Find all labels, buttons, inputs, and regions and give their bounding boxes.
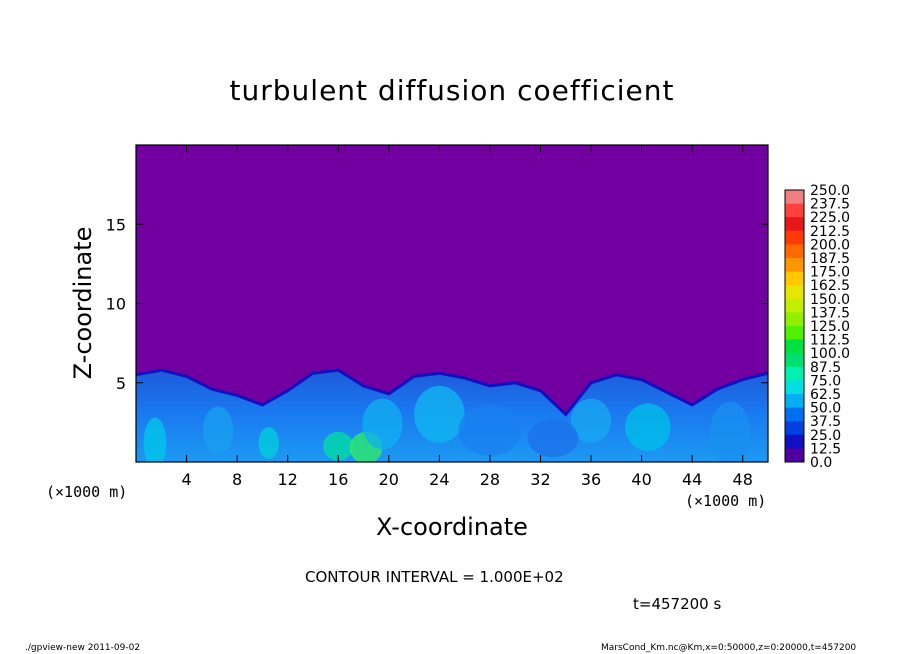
colorbar-level-label: 0.0 <box>810 455 832 471</box>
x-axis-label: X-coordinate <box>376 513 528 541</box>
colorbar-level-label: 75.0 <box>810 373 841 389</box>
colorbar-swatch <box>785 244 804 259</box>
colorbar-swatch <box>785 312 804 327</box>
colorbar-swatch <box>785 271 804 286</box>
contour-interval-text: CONTOUR INTERVAL = 1.000E+02 <box>305 568 564 586</box>
colorbar-level-label: 125.0 <box>810 319 850 335</box>
colorbar-level-label: 187.5 <box>810 251 850 267</box>
colorbar-swatch <box>785 217 804 232</box>
y-axis-label: Z-coordinate <box>69 226 97 380</box>
field-patch <box>414 385 465 443</box>
colorbar-level-label: 25.0 <box>810 428 841 444</box>
chart-title: turbulent diffusion coefficient <box>229 74 675 107</box>
colorbar-level-label: 225.0 <box>810 210 850 226</box>
colorbar-swatch <box>785 190 804 205</box>
x-tick-label: 28 <box>480 470 500 489</box>
footer-left-text: ./gpview-new 2011-09-02 <box>25 643 141 653</box>
colorbar-level-label: 175.0 <box>810 265 850 281</box>
x-tick-label: 44 <box>682 470 702 489</box>
colorbar-level-label: 250.0 <box>810 183 850 199</box>
y-tick-label: 10 <box>106 295 126 314</box>
colorbar-level-label: 212.5 <box>810 224 850 240</box>
colorbar-level-label: 237.5 <box>810 197 850 213</box>
field-patch <box>458 404 522 456</box>
x-tick-label: 36 <box>581 470 601 489</box>
field-patch <box>625 403 671 451</box>
x-tick-label: 20 <box>379 470 399 489</box>
y-unit-label: (×1000 m) <box>46 483 128 501</box>
colorbar-swatch <box>785 434 804 449</box>
colorbar-level-label: 162.5 <box>810 278 850 294</box>
colorbar-swatch <box>785 230 804 245</box>
x-tick-label: 16 <box>328 470 348 489</box>
colorbar-level-label: 62.5 <box>810 387 841 403</box>
x-tick-label: 24 <box>429 470 449 489</box>
colorbar-level-label: 12.5 <box>810 441 841 457</box>
footer-right-text: MarsCond_Km.nc@Km,x=0:50000,z=0:20000,t=… <box>601 643 857 653</box>
turbulent-layer-edge <box>136 368 768 417</box>
colorbar-swatch <box>785 421 804 436</box>
colorbar-level-label: 150.0 <box>810 292 850 308</box>
x-tick-label: 48 <box>733 470 753 489</box>
colorbar-swatch <box>785 448 804 463</box>
field-patch <box>323 431 354 461</box>
colorbar-swatch <box>785 285 804 300</box>
colorbar-level-label: 87.5 <box>810 360 841 376</box>
colorbar-frame <box>784 189 805 463</box>
field-patch <box>570 398 612 443</box>
x-axis: 4 8 12 16 20 24 28 32 36 40 44 48 <box>181 145 753 489</box>
colorbar-swatch <box>785 366 804 381</box>
colorbar-level-label: 100.0 <box>810 346 850 362</box>
colorbar-swatch <box>785 298 804 313</box>
colorbar-level-label: 200.0 <box>810 237 850 253</box>
field-patch <box>143 417 167 462</box>
x-tick-label: 12 <box>278 470 298 489</box>
colorbar-swatch <box>785 407 804 422</box>
field-patch <box>709 401 751 462</box>
colorbar-swatch <box>785 339 804 354</box>
field-patch <box>202 406 234 455</box>
time-stamp-text: t=457200 s <box>633 595 722 613</box>
colorbar-level-label: 137.5 <box>810 305 850 321</box>
colorbar-level-label: 50.0 <box>810 401 841 417</box>
colorbar-swatch <box>785 258 804 273</box>
colorbar-level-label: 37.5 <box>810 414 841 430</box>
colorbar-swatch <box>785 326 804 341</box>
colorbar-swatch <box>785 353 804 368</box>
x-tick-label: 32 <box>530 470 550 489</box>
x-tick-label: 8 <box>232 470 242 489</box>
colorbar-swatch <box>785 203 804 218</box>
field-patch <box>362 398 403 450</box>
y-tick-label: 15 <box>106 215 126 234</box>
turbulent-field <box>136 368 768 462</box>
colorbar-swatch <box>785 394 804 409</box>
x-tick-label: 40 <box>631 470 651 489</box>
colorbar-swatch <box>785 380 804 395</box>
field-patch <box>527 419 579 458</box>
colorbar-level-label: 112.5 <box>810 333 850 349</box>
x-unit-label: (×1000 m) <box>685 492 767 510</box>
colorbar: 250.0237.5225.0212.5200.0187.5175.0162.5… <box>784 183 850 471</box>
y-tick-label: 5 <box>116 374 126 393</box>
field-patch <box>258 427 279 459</box>
y-axis: 5 10 15 <box>106 215 768 393</box>
x-tick-label: 4 <box>181 470 191 489</box>
